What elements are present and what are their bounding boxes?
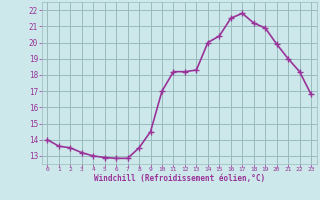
X-axis label: Windchill (Refroidissement éolien,°C): Windchill (Refroidissement éolien,°C) (94, 174, 265, 183)
